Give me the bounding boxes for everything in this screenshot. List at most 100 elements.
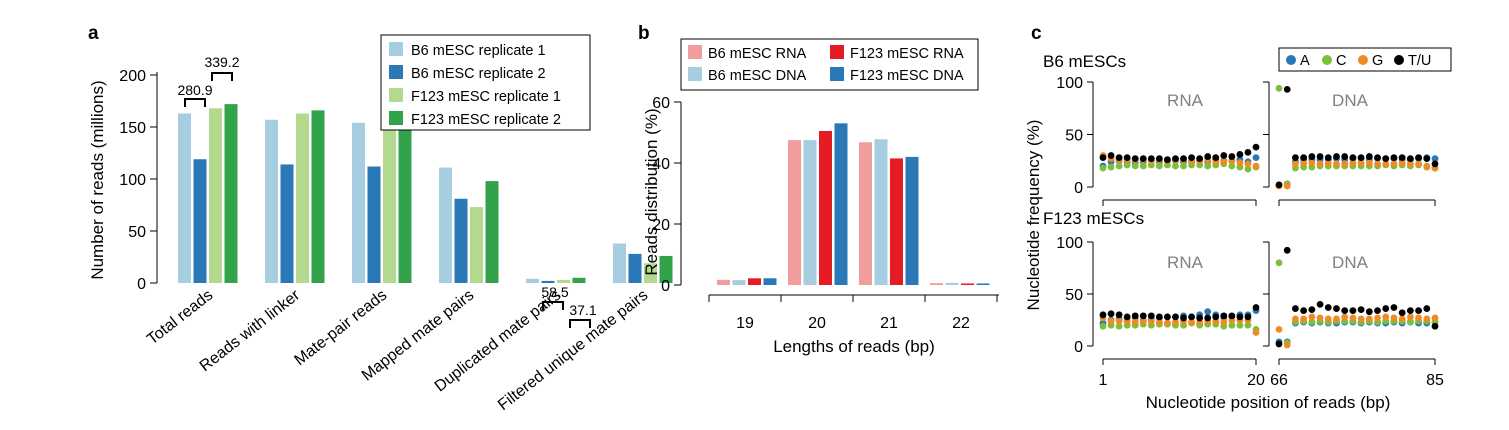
point-0-C-9 (1172, 162, 1179, 170)
legend-label-f123-dna: F123 mESC DNA (850, 68, 964, 84)
legend-swatch-f123-rep2 (389, 111, 403, 125)
legend-label-b6-rep2: B6 mESC replicate 2 (411, 66, 546, 82)
bar-1-0 (265, 119, 278, 283)
point-2-TU-6 (1147, 312, 1155, 320)
panel-b-y-axis-label: Reads distribution (%) (642, 108, 661, 275)
bar-5-1 (628, 253, 642, 283)
point-2-TU-4 (1131, 312, 1139, 320)
point-3-G-1 (1283, 341, 1291, 349)
point-3-TU-18 (1423, 305, 1431, 312)
c-xtick-label-3-1: 85 (1426, 372, 1444, 389)
point-0-TU-8 (1164, 156, 1171, 164)
b-ytick-label-2: 40 (652, 156, 670, 173)
panel-c-row-2-title: F123 mESCs (1043, 209, 1144, 228)
point-3-G-2 (1292, 315, 1299, 323)
point-0-C-1 (1107, 163, 1115, 171)
point-3-TU-8 (1341, 307, 1349, 315)
panel-a-bracket-4 (569, 319, 591, 328)
bar-2-3 (398, 112, 412, 283)
point-0-C-18 (1244, 165, 1252, 173)
panel-a-annotation-3: 58.5 (541, 284, 568, 300)
legend-dot-a (1286, 55, 1296, 65)
point-3-C-0 (1275, 259, 1283, 267)
panel-a-annotation-1: 280.9 (177, 82, 212, 98)
point-0-TU-18 (1244, 148, 1252, 156)
point-2-TU-8 (1164, 313, 1171, 321)
point-2-TU-18 (1244, 313, 1252, 321)
panel-a-legend-box (380, 34, 591, 131)
point-1-A-19 (1431, 155, 1439, 163)
legend-swatch-f123-rep1 (389, 88, 403, 102)
b-bar-2-3 (905, 156, 919, 285)
legend-swatch-b6-dna (688, 67, 702, 81)
a-ytick-label-0: 0 (137, 276, 146, 293)
point-0-TU-17 (1236, 151, 1244, 158)
point-3-TU-7 (1333, 305, 1340, 312)
panel-c-rna-label-1: RNA (1167, 91, 1204, 110)
point-3-G-12 (1374, 314, 1381, 322)
bar-4-1 (541, 280, 555, 283)
b-bar-1-2 (819, 130, 832, 285)
bar-1-1 (280, 164, 294, 283)
point-1-TU-12 (1374, 154, 1381, 162)
b-bar-2-0 (859, 142, 872, 285)
point-2-TU-14 (1212, 313, 1220, 321)
point-3-TU-9 (1349, 307, 1357, 315)
point-0-C-5 (1139, 162, 1147, 170)
point-3-G-15 (1398, 315, 1406, 323)
point-0-TU-3 (1123, 154, 1131, 162)
a-xtick-label-2: Mate-pair reads (291, 287, 390, 369)
point-2-TU-0 (1099, 311, 1107, 319)
panel-a-bracket-2 (211, 72, 233, 81)
panel-a-annotation-4: 37.1 (569, 302, 596, 318)
bar-4-0 (526, 278, 539, 283)
a-ytick-label-1: 50 (128, 224, 146, 241)
b-bar-1-1 (803, 140, 817, 285)
point-2-G-1 (1107, 317, 1115, 325)
point-2-G-5 (1139, 317, 1147, 325)
legend-label-g: G (1372, 53, 1383, 69)
point-0-C-7 (1155, 162, 1163, 170)
b-xtick-label-0: 19 (736, 315, 754, 332)
point-0-A-19 (1252, 154, 1260, 162)
b-bar-3-3 (976, 283, 990, 285)
legend-label-a: A (1300, 53, 1310, 69)
point-0-TU-6 (1147, 155, 1155, 163)
panel-c-legend: A C G T/U (1278, 47, 1452, 72)
c-ytick-label-0-1: 50 (1065, 128, 1083, 145)
point-1-G-8 (1341, 160, 1349, 168)
point-0-G-18 (1244, 160, 1252, 168)
point-1-G-9 (1349, 159, 1357, 167)
point-3-TU-10 (1357, 306, 1365, 313)
point-2-C-17 (1236, 321, 1244, 329)
c-ytick-label-2-0: 0 (1074, 339, 1083, 356)
point-3-TU-11 (1365, 308, 1373, 316)
point-1-G-15 (1398, 159, 1406, 167)
point-0-TU-14 (1212, 154, 1220, 162)
point-1-TU-19 (1431, 160, 1439, 168)
bar-0-0 (178, 113, 191, 283)
point-1-TU-5 (1316, 153, 1324, 160)
point-3-TU-2 (1292, 305, 1299, 312)
panel-b-x-ticks: 19 20 21 22 (708, 295, 998, 332)
point-0-TU-16 (1228, 153, 1236, 160)
legend-label-b6-rna: B6 mESC RNA (708, 46, 807, 62)
b-bar-0-0 (717, 279, 730, 285)
point-1-TU-4 (1308, 153, 1316, 160)
bar-1-3 (311, 110, 325, 283)
point-2-TU-1 (1107, 310, 1115, 318)
point-1-TU-11 (1365, 153, 1373, 160)
bar-0-2 (209, 108, 222, 283)
a-ytick-label-3: 150 (119, 120, 146, 137)
panel-c-y-axis-label: Nucleotide frequency (%) (1024, 120, 1043, 311)
a-ytick-label-2: 100 (119, 172, 146, 189)
point-0-TU-13 (1204, 153, 1212, 160)
legend-label-b6-rep1: B6 mESC replicate 1 (411, 43, 546, 59)
panel-c-axes: 0 50 100 0 50 100 1 20 66 85 (1056, 75, 1444, 389)
point-1-TU-1 (1283, 85, 1291, 93)
point-2-C-16 (1228, 321, 1236, 329)
point-0-C-3 (1123, 161, 1131, 169)
point-1-C-0 (1275, 84, 1283, 92)
legend-swatch-b6-rna (688, 45, 702, 59)
